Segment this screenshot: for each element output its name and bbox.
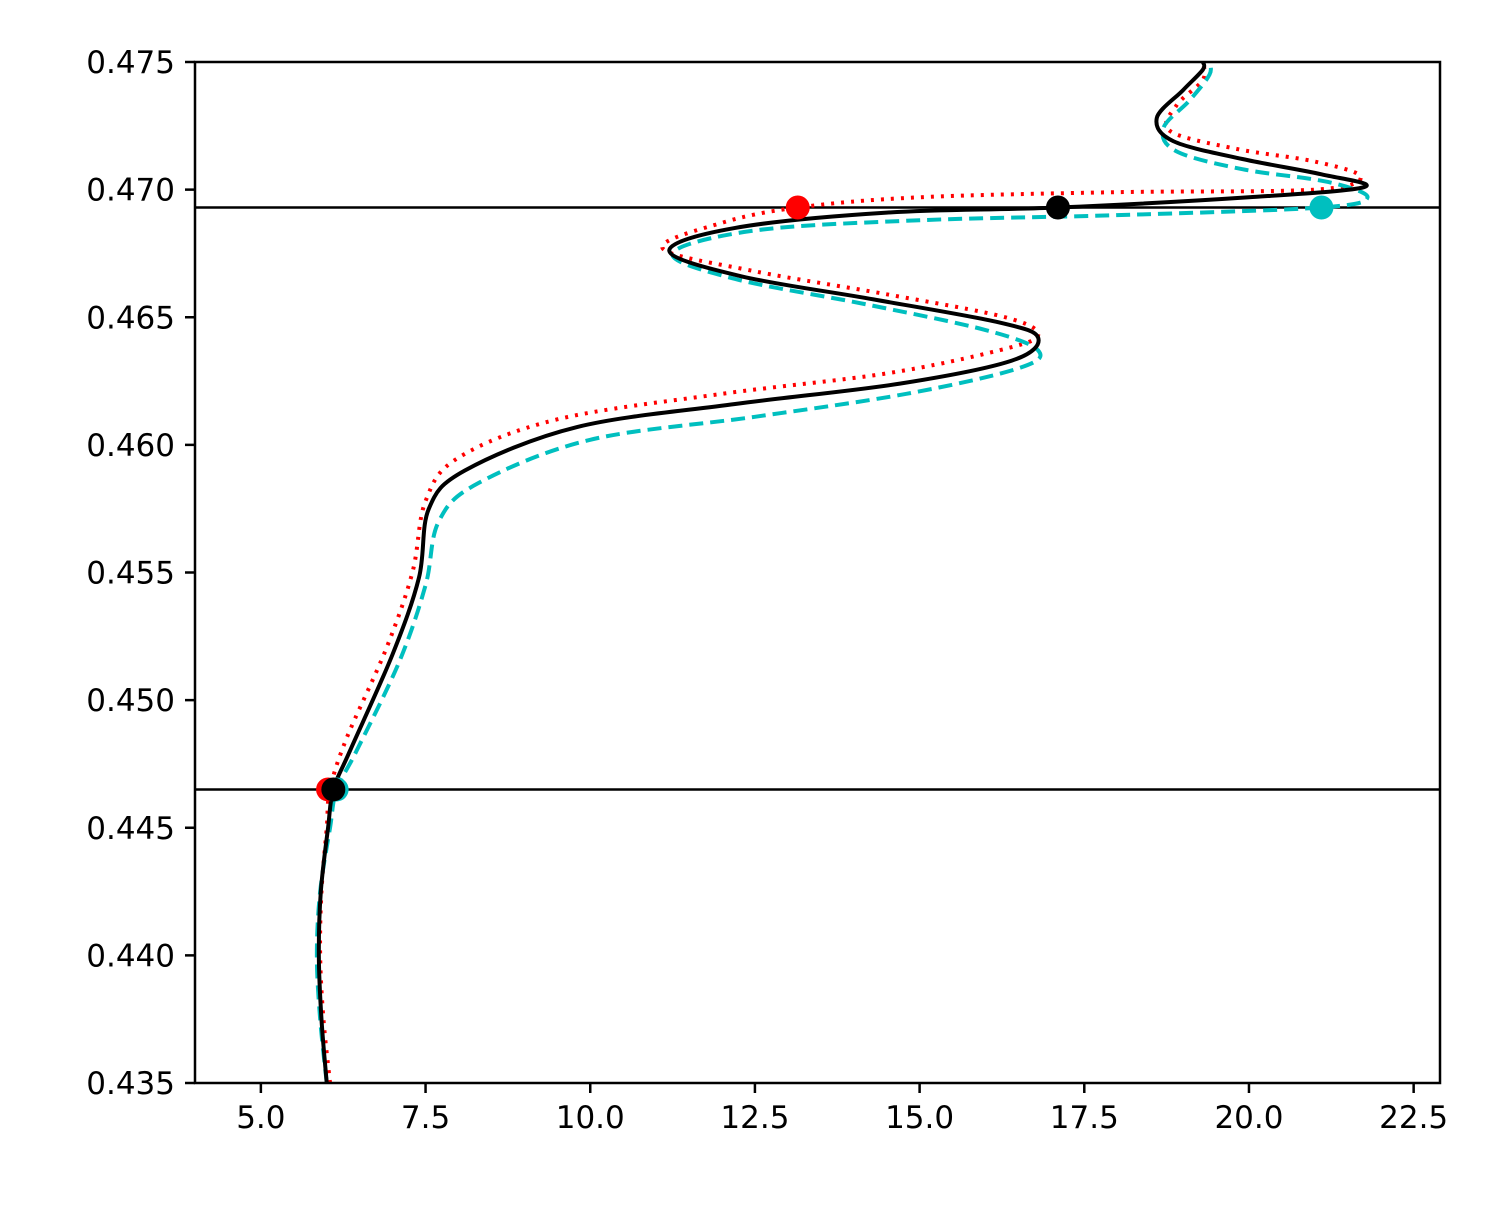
series-marker-red-dotted-2 [785, 195, 810, 220]
y-tick-label: 0.460 [86, 428, 175, 464]
y-tick-label: 0.475 [86, 45, 175, 81]
plot-area [195, 62, 1440, 1083]
axes: 5.0 7.5 10.0 12.5 15.0 17.5 20.0 22.5 0.435 0.440… [86, 45, 1448, 1136]
plot-series-group [195, 62, 1440, 1083]
x-tick-label: 17.5 [1050, 1100, 1119, 1136]
y-tick-label: 0.465 [86, 300, 175, 336]
x-tick-label: 20.0 [1214, 1100, 1283, 1136]
y-tick-label: 0.470 [86, 173, 175, 209]
series-line-red-dotted [318, 62, 1363, 1083]
series-line-cyan-dashed [314, 62, 1370, 1083]
series-marker-cyan-dashed-2 [1309, 195, 1334, 220]
x-tick-label: 12.5 [720, 1100, 789, 1136]
x-tick-label: 7.5 [401, 1100, 450, 1136]
x-tick-label: 10.0 [556, 1100, 625, 1136]
x-tick-label: 22.5 [1379, 1100, 1448, 1136]
y-tick-label: 0.450 [86, 683, 175, 719]
y-tick-label: 0.445 [86, 811, 175, 847]
series-marker-black-solid-1 [321, 777, 346, 802]
y-tick-label: 0.440 [86, 938, 175, 974]
x-tick-label: 5.0 [236, 1100, 285, 1136]
x-tick-label: 15.0 [885, 1100, 954, 1136]
series-line-black-solid [316, 62, 1369, 1083]
y-tick-label: 0.435 [86, 1066, 175, 1102]
y-tick-label: 0.455 [86, 556, 175, 592]
series-marker-black-solid-2 [1045, 195, 1070, 220]
